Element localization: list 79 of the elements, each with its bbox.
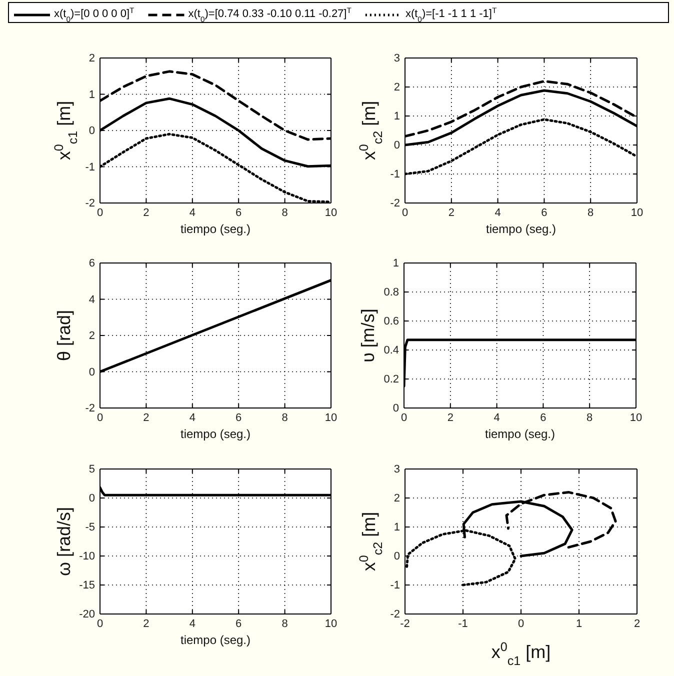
- y-tick-label: 0: [392, 402, 399, 415]
- x-tick-label: -1: [458, 618, 468, 630]
- x-tick-label: 6: [236, 618, 242, 630]
- y-tick-label: -1: [390, 580, 400, 592]
- x-tick-label: 0: [96, 206, 104, 219]
- x-tick-label: 10: [324, 412, 338, 424]
- x-tick-label: 0: [518, 618, 524, 630]
- x-tick-label: 2: [143, 618, 150, 630]
- x-tick-label: 6: [540, 412, 546, 424]
- y-tick-label: -2: [390, 198, 400, 210]
- x-tick-label: 0: [96, 618, 104, 630]
- x-tick-label: 10: [324, 618, 338, 630]
- y-tick-label: 4: [88, 294, 95, 306]
- y-tick-label: 0.2: [384, 374, 399, 386]
- y-tick-label: 6: [88, 258, 95, 270]
- y-tick-label: 1: [392, 258, 399, 270]
- x-tick-label: 4: [189, 206, 196, 219]
- y-tick-label: 0.8: [384, 286, 399, 299]
- y-tick-label: -1: [85, 161, 95, 174]
- x-tick-label: 4: [494, 206, 501, 219]
- y-tick-label: -5: [85, 522, 95, 534]
- y-tick-label: 2: [88, 52, 95, 65]
- y-tick-label: -2: [85, 402, 95, 415]
- y-tick-label: 5: [88, 464, 95, 476]
- x-tick-label: 0: [402, 206, 408, 219]
- y-tick-label: 0: [394, 550, 400, 563]
- x-axis-title: tiempo (seg.): [486, 222, 556, 236]
- x-tick-label: 4: [189, 412, 196, 424]
- x-tick-label: 4: [189, 618, 196, 630]
- x-tick-label: 2: [634, 618, 640, 630]
- y-tick-label: 0: [394, 140, 400, 152]
- x-tick-label: 8: [282, 206, 288, 219]
- y-tick-label: 1: [394, 110, 400, 123]
- x-tick-label: 8: [586, 412, 593, 424]
- y-axis-title: ω [rad/s]: [54, 506, 74, 576]
- legend-label: x(t$_{0}$)=[0 0 0 0 0]$^{T}$: [54, 6, 135, 24]
- y-tick-label: 0: [88, 125, 95, 138]
- y-tick-label: 1: [394, 522, 400, 534]
- x-axis-title: tiempo (seg.): [180, 222, 251, 236]
- x-axis-title: tiempo (seg.): [180, 427, 251, 441]
- x-axis-title: tiempo (seg.): [484, 427, 556, 441]
- y-tick-label: 1: [88, 88, 95, 101]
- x-tick-label: 8: [282, 618, 288, 630]
- y-tick-label: 3: [394, 464, 400, 476]
- legend-label: x(t$_{0}$)=[-1 -1 1 1 -1]$^{T}$: [405, 6, 497, 24]
- y-tick-label: -2: [390, 608, 400, 621]
- y-tick-label: -20: [79, 608, 95, 621]
- x-tick-label: 2: [448, 206, 454, 219]
- x-tick-label: 8: [282, 412, 288, 424]
- y-tick-label: 2: [394, 492, 400, 505]
- y-axis-title: υ [m/s]: [358, 308, 378, 362]
- x-tick-label: 6: [541, 206, 548, 219]
- x-tick-label: 10: [630, 206, 644, 219]
- y-tick-label: -1: [390, 168, 400, 181]
- y-tick-label: 0: [88, 366, 95, 378]
- y-axis-title: θ [rad]: [54, 310, 74, 362]
- x-tick-label: 2: [143, 412, 150, 424]
- y-tick-label: 3: [394, 52, 400, 65]
- x-tick-label: 10: [630, 412, 642, 424]
- x-tick-label: 2: [143, 206, 150, 219]
- x-tick-label: 0: [96, 412, 104, 424]
- legend-label: x(t$_{0}$)=[0.74 0.33 -0.10 0.11 -0.27]$^{T}$: [188, 6, 352, 24]
- y-tick-label: 2: [88, 330, 95, 342]
- y-tick-label: 2: [394, 82, 400, 94]
- x-tick-label: 10: [324, 206, 338, 219]
- x-tick-label: 2: [447, 412, 454, 424]
- x-axis-title: x$^{0}$$_{c1}$ [m]: [491, 640, 551, 668]
- x-tick-label: 4: [494, 412, 500, 424]
- x-tick-label: 8: [588, 206, 594, 219]
- x-axis-title: tiempo (seg.): [180, 633, 251, 647]
- y-tick-label: 0.4: [384, 344, 399, 357]
- x-tick-label: 6: [236, 412, 242, 424]
- y-tick-label: 0.6: [384, 316, 399, 328]
- x-tick-label: 1: [576, 618, 582, 630]
- y-tick-label: -2: [85, 198, 95, 210]
- x-tick-label: 6: [236, 206, 242, 219]
- y-tick-label: -15: [79, 580, 95, 592]
- y-tick-label: 0: [88, 492, 95, 505]
- y-tick-label: -10: [79, 550, 95, 563]
